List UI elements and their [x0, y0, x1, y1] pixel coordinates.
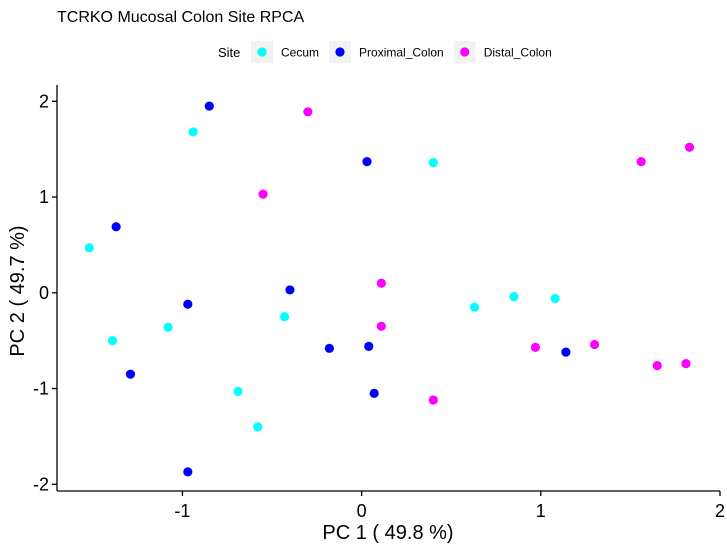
data-point-cecum: [107, 336, 118, 346]
data-points: [84, 101, 695, 477]
x-tick-label: 1: [536, 501, 546, 521]
data-point-proximal-colon: [561, 347, 571, 357]
data-point-proximal-colon: [183, 467, 193, 477]
legend-key-distal-colon: [460, 47, 470, 57]
data-point-distal-colon: [636, 157, 646, 167]
data-point-cecum: [469, 302, 480, 312]
data-point-distal-colon: [376, 278, 386, 288]
legend-key-cecum: [257, 47, 267, 57]
data-point-distal-colon: [376, 321, 386, 331]
data-point-proximal-colon: [362, 157, 372, 167]
data-point-distal-colon: [258, 189, 268, 199]
data-point-proximal-colon: [204, 101, 214, 111]
data-point-proximal-colon: [364, 341, 374, 352]
data-point-cecum: [428, 157, 438, 168]
data-point-cecum: [550, 293, 560, 304]
x-axis-title: PC 1 ( 49.8 %): [322, 522, 453, 544]
y-tick-label: -2: [33, 474, 49, 494]
data-point-distal-colon: [589, 339, 600, 350]
data-point-proximal-colon: [285, 285, 295, 295]
legend-label-distal-colon: Distal_Colon: [484, 46, 552, 60]
data-point-proximal-colon: [324, 343, 334, 353]
data-point-cecum: [163, 322, 173, 332]
axes: -1 0 1 2 -2 -1 0 1 2: [33, 85, 725, 521]
legend-key-proximal-colon: [335, 47, 345, 57]
y-axis-title: PC 2 ( 49.7 %): [7, 225, 29, 356]
x-tick-label: -1: [174, 501, 190, 521]
data-point-cecum: [84, 243, 94, 253]
data-point-proximal-colon: [125, 369, 136, 379]
data-point-cecum: [188, 127, 198, 137]
x-tick-label: 2: [715, 501, 725, 521]
data-point-cecum: [233, 386, 243, 397]
data-point-proximal-colon: [111, 222, 121, 232]
y-tick-label: 0: [39, 283, 49, 303]
legend-label-cecum: Cecum: [281, 46, 319, 60]
legend-label-proximal-colon: Proximal_Colon: [359, 46, 444, 60]
data-point-distal-colon: [303, 107, 313, 117]
y-tick-label: 1: [39, 187, 49, 207]
data-point-proximal-colon: [183, 299, 193, 309]
legend-title: Site: [218, 45, 240, 60]
y-tick-label: 2: [39, 91, 49, 111]
data-point-distal-colon: [684, 142, 695, 152]
data-point-distal-colon: [428, 395, 438, 405]
y-tick-label: -1: [33, 379, 49, 399]
data-point-distal-colon: [530, 342, 541, 352]
x-tick-label: 0: [357, 501, 367, 521]
data-point-distal-colon: [652, 360, 662, 371]
data-point-cecum: [279, 312, 290, 322]
chart-title: TCRKO Mucosal Colon Site RPCA: [57, 9, 305, 26]
data-point-distal-colon: [681, 359, 691, 369]
data-point-cecum: [253, 422, 263, 432]
data-point-cecum: [509, 292, 519, 302]
data-point-proximal-colon: [369, 388, 379, 398]
legend: Site Cecum Proximal_Colon Distal_Colon: [218, 41, 552, 63]
